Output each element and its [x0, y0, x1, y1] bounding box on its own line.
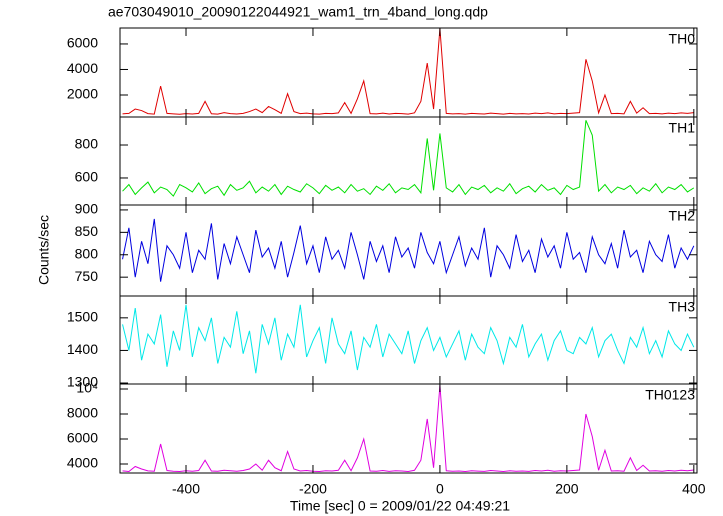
x-tick-label: 400 [682, 481, 706, 497]
panel-label: TH0123 [645, 387, 695, 403]
panel-label: TH2 [669, 208, 696, 224]
x-tick-label: 0 [436, 481, 444, 497]
y-tick-label: 1300 [67, 374, 98, 390]
y-tick-label: 1400 [67, 341, 98, 357]
y-tick-label: 4000 [67, 455, 98, 471]
y-tick-label: 750 [75, 268, 99, 284]
light-curve [122, 218, 695, 282]
panel-label: TH0 [669, 31, 696, 47]
x-tick-label: -400 [172, 481, 200, 497]
x-axis-label: Time [sec] 0 = 2009/01/22 04:49:21 [290, 498, 510, 514]
panel-label: TH3 [669, 299, 696, 315]
panel-label: TH1 [669, 120, 696, 136]
y-tick-label: 8000 [67, 405, 98, 421]
light-curve [122, 385, 694, 473]
y-tick-label: 1500 [67, 309, 98, 325]
light-curve [122, 304, 695, 374]
panel-frame [119, 295, 698, 385]
y-tick-label: 4000 [67, 60, 98, 76]
y-tick-label: 6000 [67, 35, 98, 51]
light-curve [122, 120, 695, 197]
light-curve [122, 28, 694, 115]
y-axis-label: Counts/sec [36, 215, 52, 285]
y-tick-label: 600 [75, 169, 99, 185]
panel-frame [119, 383, 698, 474]
y-tick-label: 850 [75, 223, 99, 239]
y-tick-label: 10⁴ [76, 380, 98, 396]
x-tick-label: 200 [555, 481, 579, 497]
y-tick-label: 6000 [67, 430, 98, 446]
y-tick-label: 2000 [67, 86, 98, 102]
y-tick-label: 800 [75, 245, 99, 261]
y-tick-label: 900 [75, 201, 99, 217]
y-tick-label: 800 [75, 136, 99, 152]
chart-title: ae703049010_20090122044921_wam1_trn_4ban… [108, 4, 488, 20]
x-tick-label: -200 [299, 481, 327, 497]
